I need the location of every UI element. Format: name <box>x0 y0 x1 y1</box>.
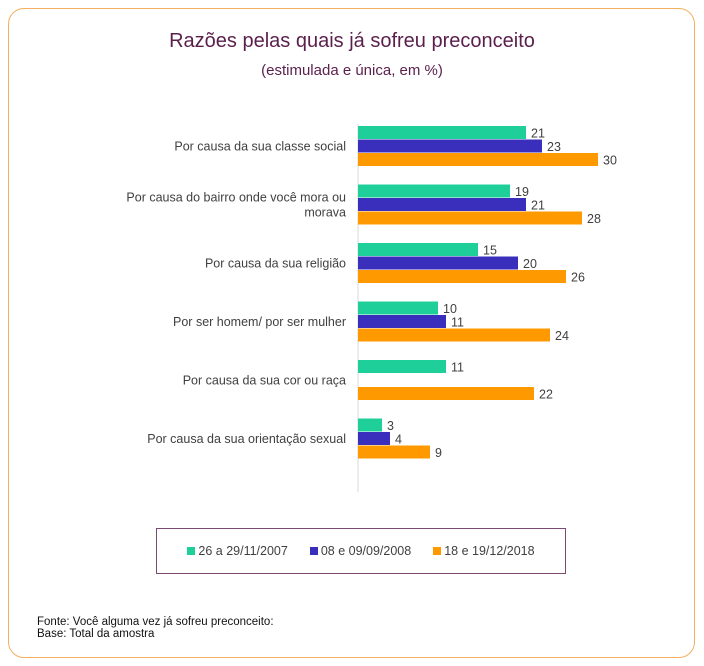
source-note: Fonte: Você alguma vez já sofreu preconc… <box>37 616 274 628</box>
category-label: Por causa da sua cor ou raça <box>183 373 346 387</box>
bar <box>358 387 534 400</box>
legend-item: 08 e 09/09/2008 <box>309 544 412 558</box>
bar <box>358 270 566 283</box>
category-label: Por causa da sua religião <box>205 256 346 270</box>
category-label: Por ser homem/ por ser mulher <box>173 315 346 329</box>
bar <box>358 184 510 198</box>
bar <box>358 256 518 270</box>
legend-label: 18 e 19/12/2018 <box>444 544 535 558</box>
chart-legend: 26 a 29/11/2007 08 e 09/09/2008 18 e 19/12… <box>156 528 566 574</box>
legend-label: 08 e 09/09/2008 <box>320 544 412 558</box>
data-label: 21 <box>531 199 545 213</box>
bar <box>358 243 478 256</box>
chart-title: Razões pelas quais já sofreu preconceito <box>169 30 535 52</box>
bar <box>358 211 582 225</box>
bar <box>358 432 390 445</box>
chart-subtitle: (estimulada e única, em %) <box>261 62 443 79</box>
data-label: 19 <box>515 185 529 199</box>
category-label: Por causa da sua classe social <box>174 139 346 153</box>
bar <box>358 328 550 342</box>
legend-item: 26 a 29/11/2007 <box>187 544 288 558</box>
legend-item: 18 e 19/12/2018 <box>433 544 535 558</box>
base-note: Base: Total da amostra <box>37 628 155 640</box>
bar <box>358 126 526 139</box>
footer: Fonte: Você alguma vez já sofreu preconc… <box>37 616 274 640</box>
bar <box>358 315 446 328</box>
data-label: 21 <box>531 127 545 141</box>
data-label: 22 <box>539 388 553 402</box>
data-label: 10 <box>443 302 457 316</box>
data-label: 11 <box>451 316 464 330</box>
bar <box>358 418 382 432</box>
legend-swatch <box>187 547 196 555</box>
bar <box>358 360 446 373</box>
category-label: Por causa do bairro onde você mora ou mor… <box>126 190 346 219</box>
bar <box>358 198 526 211</box>
data-label: 3 <box>387 419 394 433</box>
category-label: Por causa da sua orientação sexual <box>147 432 346 446</box>
data-label: 26 <box>571 271 585 285</box>
data-label: 30 <box>603 154 617 168</box>
data-label: 24 <box>555 329 569 343</box>
data-label: 9 <box>435 446 442 460</box>
data-label: 11 <box>451 361 464 375</box>
bar <box>358 153 598 166</box>
legend-label: 26 a 29/11/2007 <box>198 544 288 558</box>
data-label: 23 <box>547 140 561 154</box>
data-label: 28 <box>587 212 601 226</box>
data-label: 4 <box>395 433 402 447</box>
legend-swatch <box>433 547 442 555</box>
bar <box>358 301 438 315</box>
chart-card <box>8 8 695 658</box>
bar <box>358 445 430 459</box>
data-label: 20 <box>523 257 537 271</box>
bar <box>358 139 542 153</box>
legend-swatch <box>309 547 318 555</box>
data-label: 15 <box>483 244 497 258</box>
